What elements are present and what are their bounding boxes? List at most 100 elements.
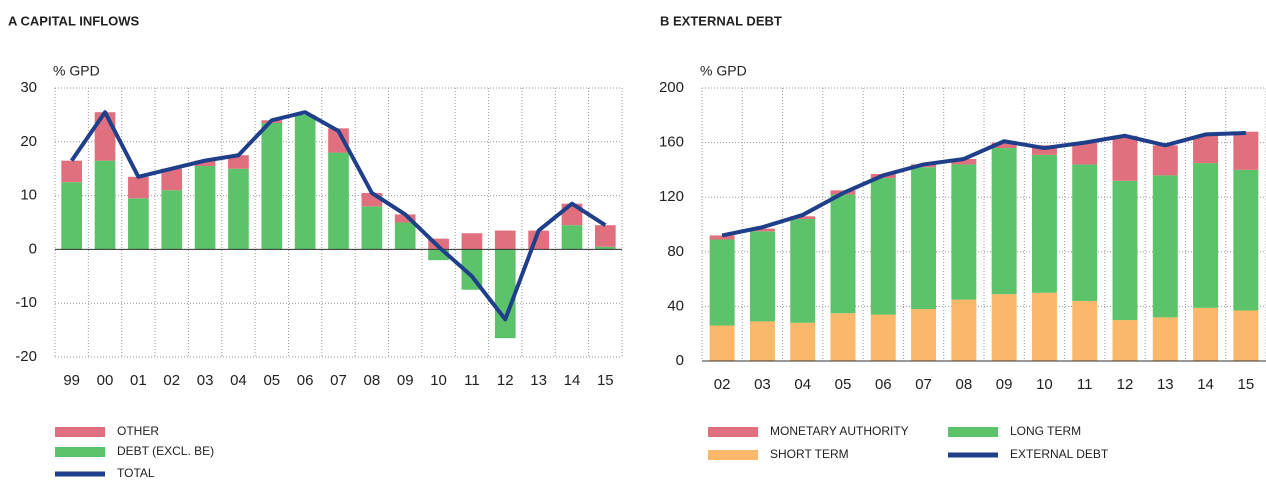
y-tick-label: 160 <box>659 134 684 151</box>
y-tick-label: 200 <box>659 79 684 96</box>
chart-title: A CAPITAL INFLOWS <box>8 13 140 28</box>
line <box>721 131 1246 238</box>
bar <box>749 231 775 322</box>
y-axis-unit: % GPD <box>700 63 747 79</box>
legend-label: DEBT (EXCL. BE) <box>117 444 214 458</box>
bar <box>870 178 896 315</box>
bar <box>1072 164 1098 301</box>
y-tick-label: 10 <box>20 187 37 204</box>
x-tick-label: 06 <box>875 376 892 393</box>
bar <box>361 206 383 250</box>
bar <box>1233 131 1259 170</box>
bar <box>1152 175 1178 318</box>
y-tick-label: -10 <box>15 294 37 311</box>
bar <box>461 249 483 290</box>
legend-label: SHORT TERM <box>770 447 849 461</box>
y-tick-label: 80 <box>667 243 684 260</box>
legend-swatch <box>708 427 758 437</box>
x-tick-label: 08 <box>364 372 381 389</box>
bar <box>1031 145 1057 155</box>
bar <box>911 309 937 361</box>
bar <box>1233 310 1259 361</box>
bar <box>991 142 1017 149</box>
x-tick-label: 01 <box>130 372 147 389</box>
x-tick-label: 11 <box>464 372 480 389</box>
x-tick-label: 05 <box>263 372 280 389</box>
bar <box>1152 145 1178 176</box>
y-tick-label: 30 <box>20 79 37 96</box>
bar <box>1193 135 1219 164</box>
legend-label: LONG TERM <box>1010 424 1081 438</box>
x-tick-label: 09 <box>996 376 1013 393</box>
y-tick-label: 120 <box>659 188 684 205</box>
bar <box>128 176 149 199</box>
x-tick-label: 05 <box>835 376 852 393</box>
bar <box>709 235 735 240</box>
bar <box>61 182 83 250</box>
bar <box>594 225 616 247</box>
bar <box>790 216 816 220</box>
x-tick-label: 13 <box>1157 376 1174 393</box>
bar <box>494 249 516 339</box>
bar <box>228 168 249 250</box>
bar <box>228 155 249 169</box>
bar <box>161 168 183 191</box>
bar <box>1193 163 1219 308</box>
x-tick-label: 06 <box>297 372 314 389</box>
bar <box>194 160 216 167</box>
bar <box>870 314 896 361</box>
x-tick-label: 02 <box>714 376 731 393</box>
x-tick-label: 15 <box>1238 376 1255 393</box>
bar <box>394 222 416 250</box>
bar <box>128 198 149 250</box>
legend-swatch <box>708 450 758 460</box>
legend-label: MONETARY AUTHORITY <box>770 424 909 438</box>
bar <box>709 239 735 326</box>
bar <box>1193 307 1219 361</box>
y-tick-label: 0 <box>676 352 684 369</box>
x-tick-label: 12 <box>497 372 514 389</box>
line <box>70 110 607 322</box>
x-tick-label: 12 <box>1117 376 1134 393</box>
x-tick-label: 04 <box>230 372 247 389</box>
bar <box>1031 292 1057 361</box>
legend-swatch <box>948 427 998 437</box>
x-tick-label: 09 <box>397 372 414 389</box>
bar <box>951 299 977 361</box>
x-tick-label: 04 <box>794 376 811 393</box>
bar <box>161 190 183 250</box>
bar <box>494 230 516 250</box>
bar <box>749 321 775 361</box>
bar <box>561 225 583 250</box>
bar <box>1112 135 1138 181</box>
bar <box>194 166 216 250</box>
bar <box>1031 154 1057 293</box>
legend-swatch <box>948 452 998 458</box>
bar <box>94 160 116 250</box>
bar <box>830 313 856 361</box>
x-tick-label: 13 <box>530 372 547 389</box>
legend-swatch <box>55 447 105 457</box>
bar <box>749 228 775 232</box>
x-tick-label: 14 <box>1197 376 1214 393</box>
x-tick-label: 02 <box>163 372 180 389</box>
x-tick-label: 10 <box>1036 376 1053 393</box>
legend-swatch <box>55 471 105 477</box>
bar <box>709 325 735 361</box>
y-tick-label: 40 <box>667 297 684 314</box>
bar <box>991 148 1017 295</box>
legend-label: OTHER <box>117 424 159 438</box>
legend-label: EXTERNAL DEBT <box>1010 447 1109 461</box>
bar <box>1112 320 1138 361</box>
bar <box>61 160 83 183</box>
bar <box>991 294 1017 361</box>
bar <box>461 233 483 250</box>
y-tick-label: 0 <box>29 240 37 257</box>
bar <box>951 164 977 300</box>
bar <box>1072 300 1098 361</box>
x-tick-label: 15 <box>597 372 614 389</box>
x-tick-label: 14 <box>564 372 581 389</box>
x-tick-label: 07 <box>915 376 932 393</box>
x-tick-label: 00 <box>97 372 114 389</box>
